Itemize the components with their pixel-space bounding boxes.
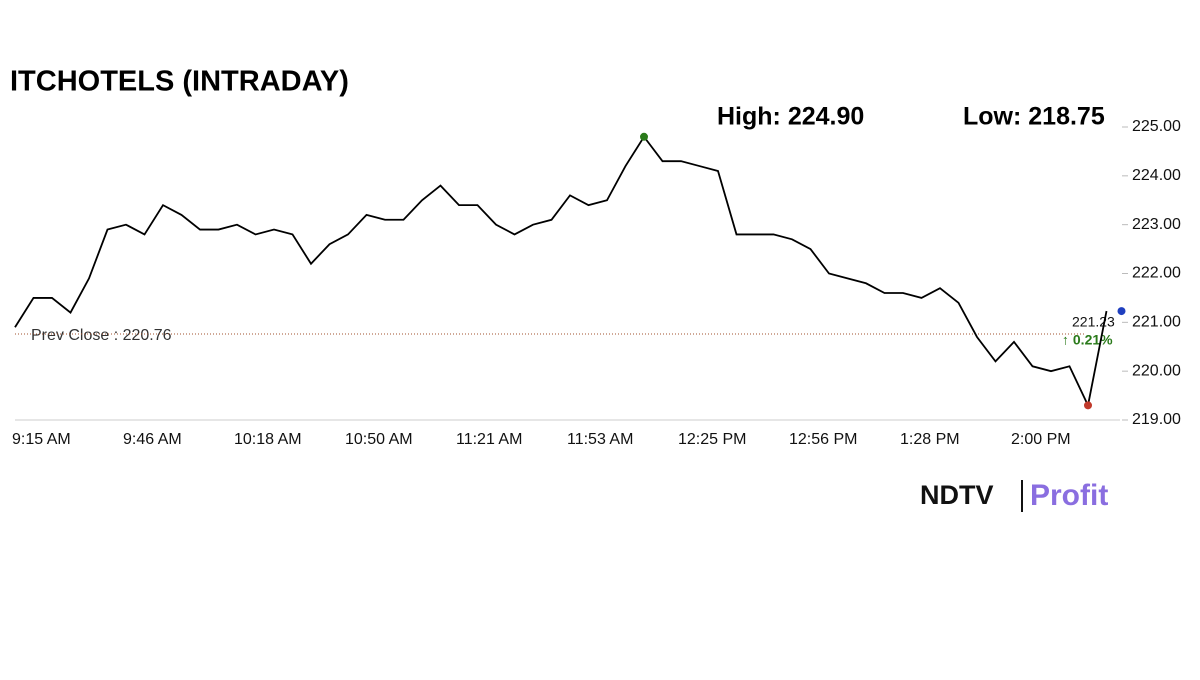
chart-title: ITCHOTELS (INTRADAY) — [10, 66, 349, 98]
y-tick-label: 225.00 — [1132, 118, 1181, 135]
prev-close-label: Prev Close : 220.76 — [31, 327, 172, 344]
high-dot — [640, 132, 648, 141]
x-tick-label: 11:53 AM — [567, 431, 633, 448]
x-tick-label: 12:25 PM — [678, 431, 746, 448]
x-tick-label: 10:18 AM — [234, 431, 302, 448]
low-dot — [1084, 401, 1092, 410]
high-label: High: 224.90 — [717, 103, 864, 131]
y-tick-label: 222.00 — [1132, 265, 1181, 282]
x-tick-label: 2:00 PM — [1011, 431, 1071, 448]
x-tick-label: 9:15 AM — [12, 431, 71, 448]
y-tick-label: 224.00 — [1132, 167, 1181, 184]
low-label: Low: 218.75 — [963, 103, 1105, 131]
brand-profit: Profit — [1030, 479, 1108, 512]
x-tick-label: 11:21 AM — [456, 431, 522, 448]
change-label: ↑ 0.21% — [1062, 332, 1113, 348]
x-tick-label: 10:50 AM — [345, 431, 413, 448]
y-tick-label: 220.00 — [1132, 362, 1181, 379]
y-tick-label: 219.00 — [1132, 411, 1181, 428]
x-tick-label: 9:46 AM — [123, 431, 182, 448]
x-tick-label: 1:28 PM — [900, 431, 960, 448]
y-tick-label: 223.00 — [1132, 216, 1181, 233]
brand-ndtv: NDTV — [920, 480, 994, 510]
y-tick-label: 221.00 — [1132, 314, 1181, 331]
price-line — [14, 135, 1108, 409]
last-dot — [1117, 307, 1126, 316]
x-tick-label: 12:56 PM — [789, 431, 857, 448]
last-price-label: 221.23 — [1072, 314, 1115, 330]
